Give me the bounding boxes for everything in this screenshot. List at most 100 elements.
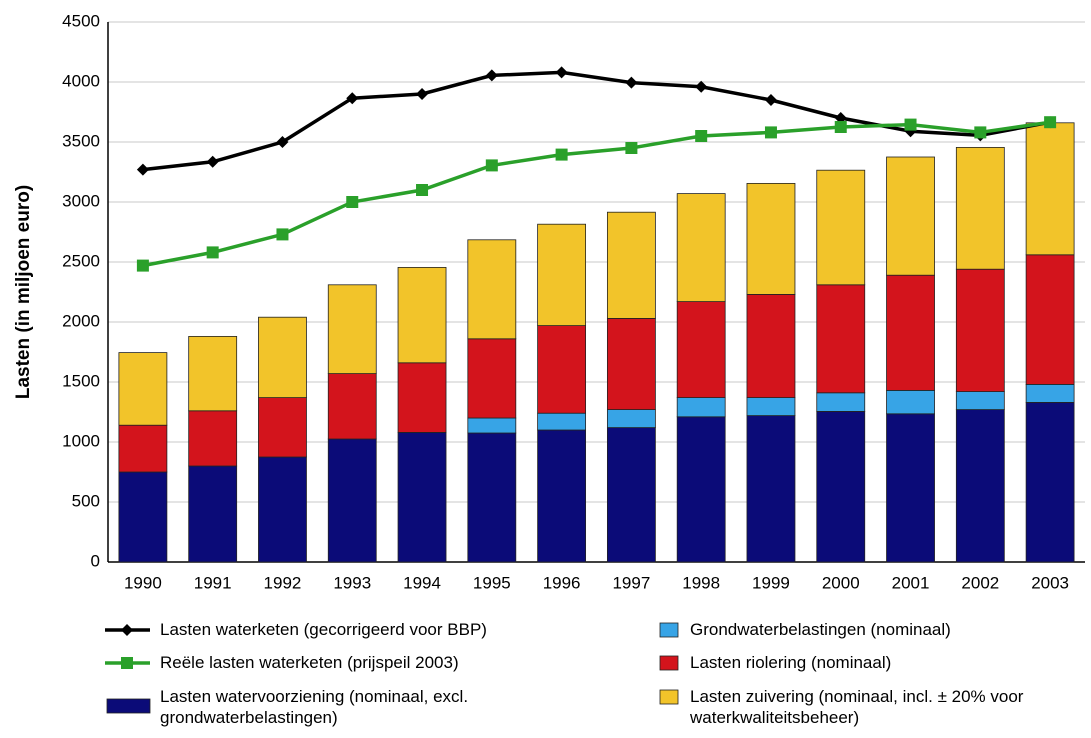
bar-segment [816, 284, 866, 394]
line-marker [276, 228, 289, 241]
bar-segment [746, 182, 796, 295]
line-marker [276, 136, 289, 148]
line-marker [695, 80, 708, 93]
y-tick-label: 1000 [62, 431, 100, 450]
bar-segment [676, 416, 726, 563]
y-tick-label: 1500 [62, 371, 100, 390]
legend-label: Reële lasten waterketen (prijspeil 2003) [160, 653, 459, 672]
bar-segment [606, 211, 656, 319]
bar-segment [258, 316, 307, 399]
x-tick-label: 2003 [1031, 573, 1069, 592]
bar-segment [606, 427, 656, 563]
bar-segment [537, 223, 587, 326]
y-tick-label: 500 [72, 491, 100, 510]
bar-segment [746, 293, 796, 398]
line-marker [625, 142, 638, 154]
bar-segment [188, 465, 238, 563]
line-marker [764, 94, 777, 106]
bar-segment [746, 415, 796, 563]
x-tick-label: 2001 [892, 573, 930, 592]
x-tick-label: 1997 [612, 573, 650, 592]
x-tick-label: 1995 [473, 573, 511, 592]
bar-segment [886, 389, 935, 415]
y-tick-label: 4000 [62, 71, 100, 90]
x-tick-label: 1990 [124, 573, 162, 592]
line-marker [555, 66, 568, 79]
x-tick-label: 1992 [264, 573, 302, 592]
bar-segment [886, 156, 935, 276]
bar-segment [118, 352, 168, 426]
line-marker [834, 121, 847, 133]
line-marker [206, 246, 219, 259]
bar-segment [327, 438, 377, 563]
bar-segment [467, 338, 517, 419]
y-tick-label: 4500 [62, 11, 100, 30]
legend-swatch [106, 698, 151, 714]
bar-segment [327, 373, 377, 440]
x-tick-label: 1991 [194, 573, 232, 592]
line-marker [625, 76, 638, 89]
x-tick-label: 2000 [822, 573, 860, 592]
bar-segment [676, 397, 726, 418]
bar-segment [955, 409, 1005, 563]
legend-swatch [659, 655, 679, 671]
line-marker [136, 163, 149, 176]
bar-segment [676, 301, 726, 399]
line-marker [485, 69, 498, 82]
line-marker [904, 118, 917, 131]
bar-segment [606, 409, 656, 429]
bar-segment [118, 424, 168, 473]
bar-segment [327, 284, 377, 374]
line-marker [206, 155, 219, 168]
y-tick-label: 3000 [62, 191, 100, 210]
line-marker [555, 148, 568, 161]
y-tick-label: 2500 [62, 251, 100, 270]
legend-label: Lasten waterketen (gecorrigeerd voor BBP… [160, 620, 487, 639]
x-tick-label: 1996 [543, 573, 581, 592]
legend-label: Lasten riolering (nominaal) [690, 653, 892, 672]
bar-segment [816, 410, 866, 563]
bar-segment [1025, 254, 1075, 385]
line-marker [416, 184, 429, 196]
bar-segment [816, 392, 866, 412]
bar-segment [955, 268, 1005, 393]
bar-segment [188, 410, 238, 467]
bar-segment [1025, 383, 1075, 403]
bar-segment [467, 432, 517, 563]
legend-swatch [659, 689, 679, 705]
line [142, 120, 1051, 268]
x-tick-label: 1994 [403, 573, 441, 592]
bar-segment [258, 456, 307, 563]
bar-segment [746, 397, 796, 417]
line-marker [416, 88, 429, 100]
bar-segment [537, 429, 587, 563]
bar-segment [537, 412, 587, 431]
bar-segment [606, 317, 656, 410]
line-marker [764, 126, 777, 139]
bar-segment [1025, 122, 1075, 256]
legend-label: Lasten watervoorziening (nominaal, excl.… [160, 687, 469, 727]
bar-segment [537, 325, 587, 414]
bar-segment [886, 274, 935, 391]
legend-label: Grondwaterbelastingen (nominaal) [690, 620, 951, 639]
line [142, 70, 1051, 172]
bar-segment [1025, 401, 1075, 563]
y-tick-label: 3500 [62, 131, 100, 150]
line-marker [346, 196, 359, 208]
bar-segment [955, 146, 1005, 270]
line-marker [1044, 116, 1057, 129]
line-marker [485, 159, 498, 172]
bar-segment [467, 239, 517, 340]
bar-segment [397, 362, 447, 433]
y-tick-label: 2000 [62, 311, 100, 330]
x-tick-label: 1998 [682, 573, 720, 592]
x-tick-label: 1993 [333, 573, 371, 592]
bar-segment [886, 413, 935, 563]
y-tick-label: 0 [91, 551, 100, 570]
bar-segment [258, 397, 307, 458]
bar-segment [955, 391, 1005, 411]
y-axis-label: Lasten (in miljoen euro) [13, 185, 34, 399]
x-tick-label: 1999 [752, 573, 790, 592]
bar-segment [188, 335, 238, 412]
